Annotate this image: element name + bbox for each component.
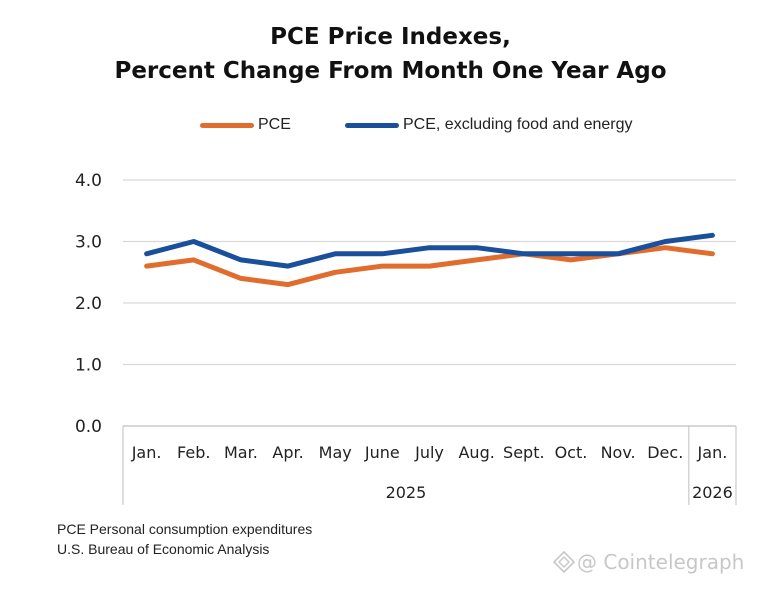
y-tick-label-0.0: 0.0 — [75, 417, 102, 437]
legend-label-core-pce: PCE, excluding food and energy — [403, 116, 633, 133]
cointelegraph-logo-icon — [553, 551, 575, 573]
legend-item-core-pce: PCE, excluding food and energy — [345, 113, 632, 137]
x-tick-label: Jan. — [131, 443, 162, 462]
legend-item-pce: PCE — [200, 113, 291, 137]
chart-title-line-1: PCE Price Indexes, — [270, 24, 511, 50]
series-lines — [144, 232, 715, 288]
x-year-label-2025: 2025 — [386, 483, 427, 502]
x-tick-label: Aug. — [458, 443, 494, 462]
watermark-text: @ Cointelegraph — [577, 550, 745, 574]
y-tick-label-4.0: 4.0 — [75, 171, 102, 191]
legend-swatch-pce — [200, 122, 254, 128]
legend-label-pce: PCE — [258, 116, 291, 133]
watermark: @ Cointelegraph — [553, 550, 744, 574]
x-tick-label: Sept. — [503, 443, 545, 462]
y-tick-label-2.0: 2.0 — [75, 294, 102, 314]
y-tick-label-3.0: 3.0 — [75, 233, 102, 253]
x-tick-label: May — [319, 443, 352, 462]
x-tick-label: Oct. — [555, 443, 588, 462]
footnote-definition: PCE Personal consumption expenditures — [57, 521, 313, 537]
series-line-core-pce — [144, 232, 715, 269]
y-axis-ticks: 0.0 1.0 2.0 3.0 4.0 — [75, 171, 102, 437]
chart-legend: PCE PCE, excluding food and energy — [0, 113, 781, 137]
footnote-source: U.S. Bureau of Economic Analysis — [57, 541, 270, 557]
x-tick-label: Nov. — [601, 443, 636, 462]
x-tick-label: July — [414, 443, 444, 462]
x-tick-label: Apr. — [272, 443, 303, 462]
x-tick-label: June — [364, 443, 400, 462]
x-tick-label: Mar. — [224, 443, 258, 462]
x-axis: 2025 2026 Jan. Feb. Mar. Apr. May June July Aug. S… — [122, 425, 737, 505]
x-tick-label: Jan. — [697, 443, 728, 462]
x-tick-label: Dec. — [647, 443, 683, 462]
legend-swatch-core-pce — [345, 122, 399, 128]
x-tick-label: Feb. — [177, 443, 210, 462]
x-year-label-2026: 2026 — [692, 483, 733, 502]
y-tick-label-1.0: 1.0 — [75, 356, 102, 376]
chart-title-line-2: Percent Change From Month One Year Ago — [114, 58, 667, 84]
gridlines — [123, 179, 736, 366]
